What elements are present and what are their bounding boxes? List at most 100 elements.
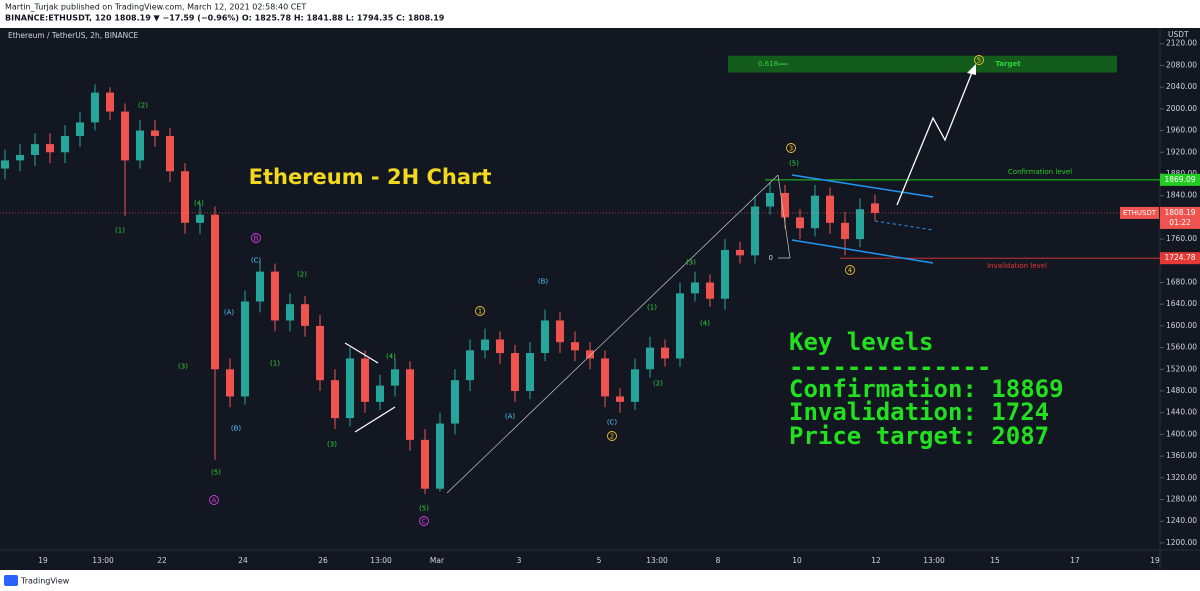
key-levels-text: Price target: 2087 bbox=[789, 422, 1049, 450]
target-label: Target bbox=[995, 60, 1021, 68]
y-tick-label: 1760.00 bbox=[1166, 234, 1197, 243]
price-badge-label: 1724.78 bbox=[1164, 253, 1195, 262]
wave-circle bbox=[786, 143, 796, 153]
triangle-line bbox=[354, 406, 396, 433]
chart-background bbox=[0, 28, 1200, 570]
candle-body bbox=[211, 214, 219, 370]
candle-body bbox=[586, 350, 594, 359]
candle-body bbox=[1, 160, 9, 169]
wave-label: (B) bbox=[538, 278, 549, 286]
wave-label: (A) bbox=[505, 413, 516, 421]
candle-body bbox=[91, 92, 99, 123]
candle-body bbox=[811, 195, 819, 229]
footer bbox=[0, 570, 1200, 591]
y-tick-label: 1640.00 bbox=[1166, 299, 1197, 308]
channel-line bbox=[791, 239, 934, 264]
brand-name: TradingView bbox=[20, 577, 70, 586]
wave-label: 4 bbox=[848, 267, 853, 275]
x-tick-label: 15 bbox=[990, 556, 1000, 565]
candle-body bbox=[346, 358, 354, 419]
price-badge bbox=[1160, 206, 1200, 229]
candle-body bbox=[436, 423, 444, 489]
candle-body bbox=[751, 206, 759, 256]
wave-label: (C) bbox=[251, 257, 262, 265]
wave-label: (5) bbox=[789, 160, 799, 168]
y-tick-label: 2000.00 bbox=[1166, 104, 1197, 113]
wave-label: B bbox=[254, 235, 259, 243]
y-tick-label: 1240.00 bbox=[1166, 516, 1197, 525]
y-tick-label: 2080.00 bbox=[1166, 60, 1197, 69]
candle-body bbox=[316, 325, 324, 381]
wave-label: 3 bbox=[789, 145, 793, 153]
projection-arrow bbox=[896, 69, 974, 206]
candle-body bbox=[646, 347, 654, 370]
candle-body bbox=[241, 301, 249, 397]
y-tick-label: 1600.00 bbox=[1166, 321, 1197, 330]
y-tick-label: 1280.00 bbox=[1166, 495, 1197, 504]
candle-body bbox=[721, 249, 729, 299]
x-tick-label: 12 bbox=[871, 556, 881, 565]
symbol-title: Ethereum / TetherUS, 2h, BINANCE bbox=[8, 31, 139, 40]
candle-body bbox=[481, 339, 489, 351]
candle-body bbox=[226, 369, 234, 397]
candle-body bbox=[631, 369, 639, 402]
candle-body bbox=[571, 342, 579, 351]
axis-unit: USDT bbox=[1168, 30, 1189, 39]
y-tick-label: 2120.00 bbox=[1166, 39, 1197, 48]
candle-body bbox=[451, 380, 459, 424]
fib-line bbox=[777, 174, 791, 259]
candle-body bbox=[826, 195, 834, 223]
x-tick-label: 17 bbox=[1070, 556, 1080, 565]
price-badge-label: 1869.09 bbox=[1164, 175, 1195, 184]
price-badge bbox=[1160, 173, 1200, 186]
wave-label: C bbox=[422, 518, 427, 526]
wave-label: 5 bbox=[977, 57, 981, 65]
y-tick-label: 1200.00 bbox=[1166, 538, 1197, 547]
y-tick-label: 1360.00 bbox=[1166, 451, 1197, 460]
y-tick-label: 1440.00 bbox=[1166, 408, 1197, 417]
candle-body bbox=[841, 222, 849, 240]
candle-body bbox=[181, 171, 189, 223]
candle-body bbox=[796, 217, 804, 229]
candle-body bbox=[31, 144, 39, 155]
wave-label: (1) bbox=[647, 304, 657, 312]
channel-midline bbox=[874, 220, 934, 231]
candle-body bbox=[511, 353, 519, 392]
countdown: 01:22 bbox=[1169, 218, 1191, 227]
x-tick-label: 22 bbox=[157, 556, 167, 565]
wave-label: 2 bbox=[610, 433, 614, 441]
candle-body bbox=[871, 203, 879, 213]
candle-body bbox=[691, 282, 699, 294]
wave-label: (2) bbox=[653, 380, 663, 388]
candle-body bbox=[136, 130, 144, 161]
candle-body bbox=[676, 293, 684, 359]
wave-label: 1 bbox=[478, 308, 482, 316]
candle-body bbox=[151, 130, 159, 136]
wave-label: (3) bbox=[327, 441, 337, 449]
target-zone bbox=[728, 55, 1117, 73]
wave-label: (A) bbox=[224, 309, 235, 317]
y-tick-label: 1920.00 bbox=[1166, 147, 1197, 156]
candle-body bbox=[526, 353, 534, 392]
candle-body bbox=[421, 439, 429, 489]
fib-zero-label: 0 bbox=[769, 254, 773, 262]
price-badge bbox=[1160, 252, 1200, 265]
candle-body bbox=[76, 122, 84, 136]
level-label: Confirmation level bbox=[1008, 168, 1072, 176]
candle-body bbox=[331, 380, 339, 419]
wave-circle bbox=[607, 431, 617, 441]
x-tick-label: 3 bbox=[517, 556, 522, 565]
channel-line bbox=[791, 174, 934, 198]
y-tick-label: 1840.00 bbox=[1166, 191, 1197, 200]
x-tick-label: 24 bbox=[238, 556, 248, 565]
candle-body bbox=[601, 358, 609, 397]
x-tick-label: 10 bbox=[792, 556, 802, 565]
key-levels-text: Confirmation: 18869 bbox=[789, 375, 1064, 403]
y-tick-label: 1480.00 bbox=[1166, 386, 1197, 395]
fib-label: 0.618 bbox=[758, 60, 778, 68]
price-badge-label: 1808.19 bbox=[1164, 208, 1195, 217]
y-tick-label: 1960.00 bbox=[1166, 126, 1197, 135]
key-levels-text: Invalidation: 1724 bbox=[789, 398, 1049, 426]
x-tick-label: 19 bbox=[38, 556, 48, 565]
